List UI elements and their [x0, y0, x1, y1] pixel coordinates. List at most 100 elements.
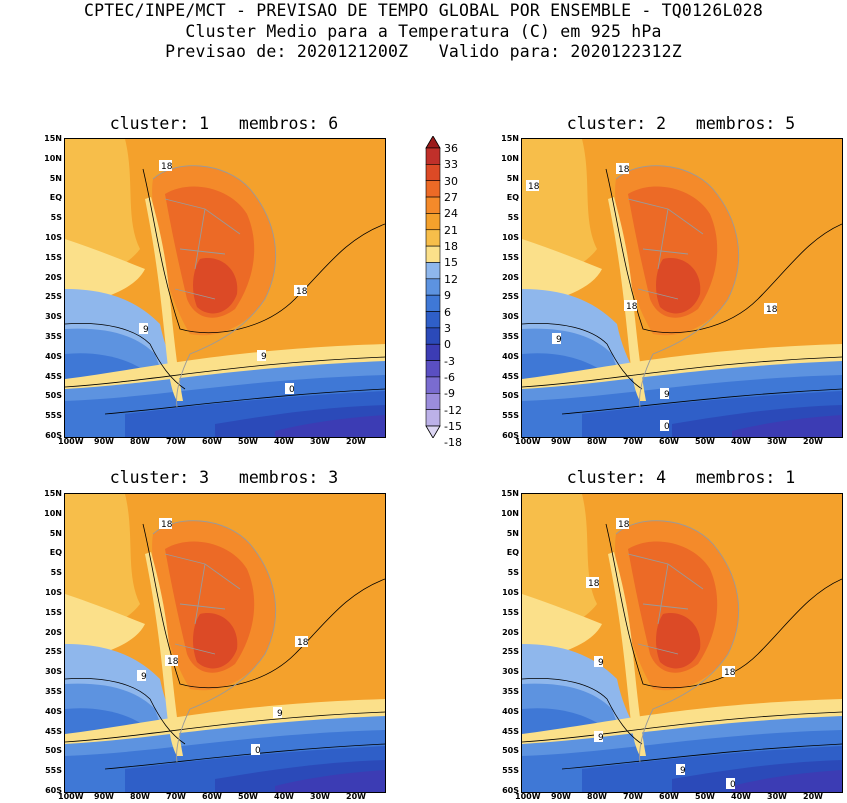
longitude-label: 60W [202, 437, 222, 446]
colorbar-label: -15 [444, 420, 462, 433]
latitude-label: 10N [501, 153, 519, 163]
longitude-label: 50W [695, 792, 715, 801]
longitude-label: 50W [238, 437, 258, 446]
longitude-label: 100W [515, 792, 541, 801]
contour-9-south [65, 711, 385, 743]
latitude-label: 5N [506, 528, 519, 538]
field-m3-south [275, 415, 385, 437]
contour-label-bg [726, 778, 735, 789]
contour-0 [104, 743, 385, 770]
contour-label: 18 [764, 303, 778, 315]
latitude-label: EQ [506, 193, 519, 203]
latitude-label: 35S [45, 332, 62, 341]
latitude-label: 10S [502, 233, 519, 242]
latitude-label: 10N [44, 508, 62, 518]
longitude-label: 70W [623, 792, 643, 801]
map-svg: 18 18 18 9 9 0 [65, 494, 385, 792]
longitude-label: 40W [274, 437, 294, 446]
contour-label-bg [251, 744, 260, 755]
contour-9 [522, 323, 643, 390]
contour-label-text: 9 [261, 352, 267, 362]
longitude-label: 80W [130, 437, 150, 446]
latitude-label: 10S [502, 588, 519, 597]
map-panel-3: 18 18 18 9 9 0 [64, 493, 386, 793]
contour-label: 18 [586, 577, 600, 589]
latitude-label: 60S [502, 786, 519, 795]
latitude-label: 60S [502, 431, 519, 440]
contour-label-bg [285, 383, 294, 394]
contour-label-bg [616, 518, 629, 529]
contour-0 [561, 743, 842, 770]
contour-label-text: 18 [724, 668, 736, 678]
colorbar-box [425, 164, 441, 182]
contour-label-bg [764, 303, 777, 314]
colorbar-label: 6 [444, 305, 451, 319]
field-m3-south [732, 415, 842, 437]
latitude-label: 55S [502, 411, 519, 421]
contour-label-bg [137, 670, 146, 681]
latitude-label: 15N [44, 489, 62, 498]
panel-title-3: cluster: 3 membros: 3 [109, 468, 339, 487]
latitude-label: 50S [502, 746, 519, 756]
colorbar-box [425, 376, 441, 394]
latitude-label: 5N [49, 528, 62, 538]
contour-9 [65, 323, 186, 390]
latitude-label: 30S [502, 312, 519, 322]
latitude-label: 40S [502, 351, 519, 361]
latitude-label: EQ [506, 548, 519, 558]
colorbar-cap-bottom [425, 425, 441, 438]
contour-label: 18 [159, 518, 173, 530]
longitude-label: 60W [659, 437, 679, 446]
contour-label: 18 [616, 163, 630, 175]
latitude-label: 35S [502, 687, 519, 696]
panel-title-1: cluster: 1 membros: 6 [109, 114, 339, 133]
country-borders [627, 553, 704, 655]
contour-label-text: 18 [161, 162, 173, 172]
contour-label-bg [676, 764, 685, 775]
longitude-label: 60W [659, 792, 679, 801]
contour-label-text: 18 [167, 657, 179, 667]
contour-label-bg [273, 707, 282, 718]
contour-9 [65, 678, 186, 745]
latitude-label: EQ [49, 193, 62, 203]
contour-label: 9 [273, 707, 283, 719]
colorbar-label: 15 [444, 256, 458, 270]
contour-label: 0 [660, 420, 670, 432]
contour-label-text: 0 [255, 746, 261, 756]
longitude-label: 30W [767, 437, 787, 446]
contour-label-bg [586, 577, 599, 588]
latitude-label: 20S [45, 272, 62, 282]
panel-title-2: cluster: 2 membros: 5 [566, 114, 796, 133]
latitude-label: 55S [502, 766, 519, 776]
contour-label-bg [526, 180, 539, 191]
longitude-label: 60W [202, 792, 222, 801]
contour-label-text: 9 [141, 672, 147, 682]
colorbar-box [425, 245, 441, 263]
longitude-label: 30W [310, 437, 330, 446]
latitude-label: 45S [502, 726, 519, 736]
latitude-label: 5N [49, 173, 62, 183]
latitude-label: 35S [502, 332, 519, 341]
header-line-3: Previsao de: 2020121200Z Valido para: 20… [165, 42, 682, 61]
colorbar-label: -9 [444, 387, 455, 401]
longitude-label: 90W [551, 792, 571, 801]
latitude-label: 20S [502, 272, 519, 282]
contour-label-text: 18 [618, 165, 630, 175]
colorbar-label: -18 [444, 436, 462, 450]
contour-label-text: 18 [766, 305, 778, 315]
panel-title-4: cluster: 4 membros: 1 [566, 468, 796, 487]
longitude-label: 30W [310, 792, 330, 801]
colorbar-box [425, 147, 441, 165]
latitude-label: 55S [45, 411, 62, 421]
contour-label-bg [294, 285, 307, 296]
contour-18 [605, 168, 842, 334]
latitude-label: 35S [45, 687, 62, 696]
contour-label-text: 9 [277, 709, 283, 719]
colorbar-label: 33 [444, 158, 458, 172]
latitude-label: 5S [50, 213, 62, 223]
contour-label: 18 [294, 285, 308, 297]
colorbar-label: 3 [444, 321, 451, 335]
coastline [615, 165, 740, 408]
contour-9-south [65, 356, 385, 388]
contour-18 [605, 523, 842, 689]
